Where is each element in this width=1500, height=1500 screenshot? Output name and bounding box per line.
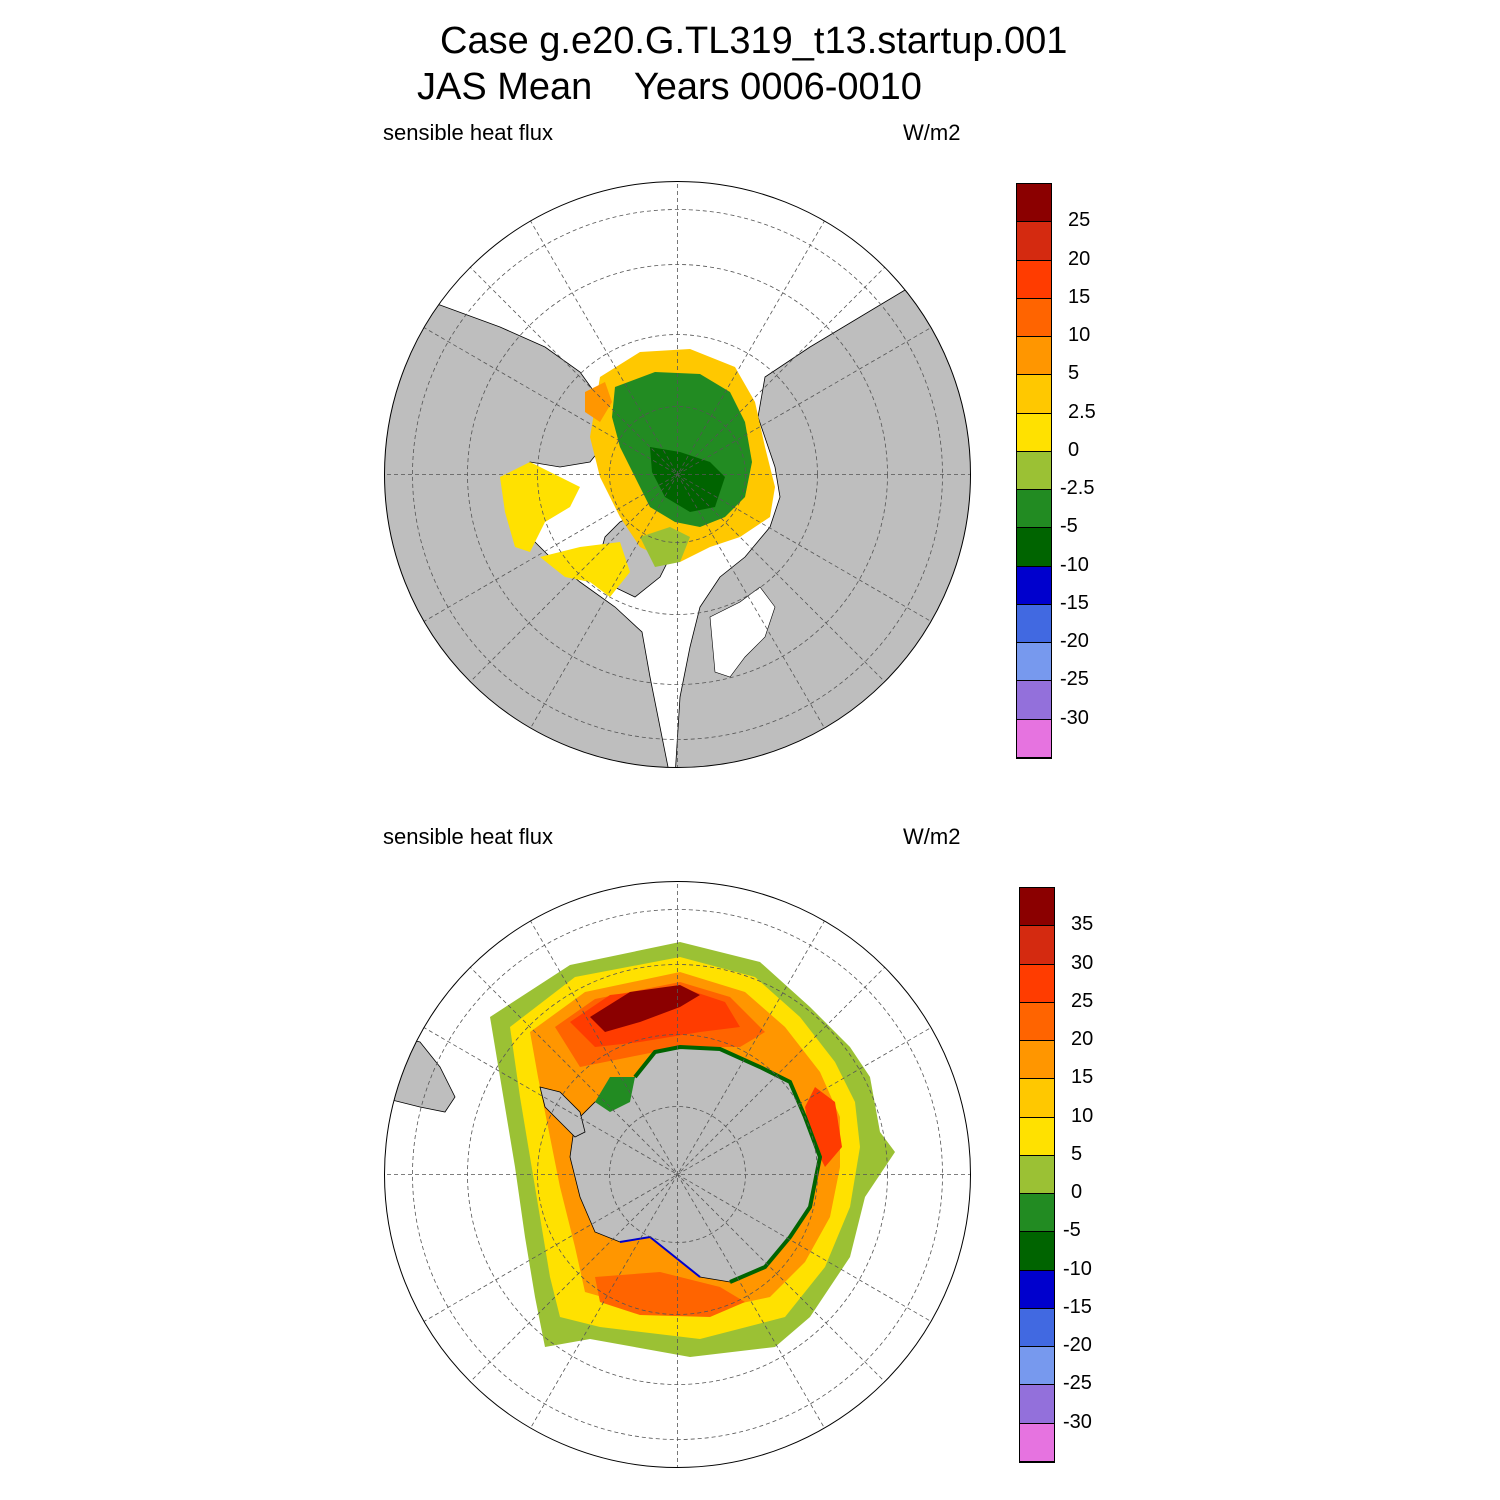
land-antarctic-peninsula <box>539 1086 586 1138</box>
colorbar-swatch <box>1020 1155 1054 1195</box>
field-red-atlantic <box>570 987 740 1047</box>
panel1-colorbar-boxes <box>1016 183 1052 759</box>
colorbar-tick-label: 15 <box>1071 1066 1094 1089</box>
colorbar-swatch <box>1017 184 1051 223</box>
colorbar-tick-label: 2.5 <box>1068 400 1096 423</box>
panel1-units-label: W/m2 <box>903 120 961 145</box>
colorbar-swatch <box>1017 337 1051 376</box>
field-blue-coast <box>619 1235 701 1278</box>
colorbar-swatch <box>1020 1117 1054 1156</box>
colorbar-tick-label: -2.5 <box>1060 477 1095 500</box>
panel2-units-label: W/m2 <box>903 824 961 849</box>
colorbar-tick-label: -15 <box>1063 1295 1092 1318</box>
colorbar-tick-label: 0 <box>1071 1181 1083 1204</box>
figure-title-case: Case g.e20.G.TL319_t13.startup.001 <box>440 20 1068 62</box>
colorbar-swatch <box>1017 566 1051 605</box>
colorbar-tick-label: -20 <box>1063 1334 1092 1357</box>
field-orange-patches <box>585 382 612 422</box>
colorbar-swatch <box>1017 643 1051 682</box>
panel2-variable-label: sensible heat flux <box>383 824 553 849</box>
panel2-colorbar-boxes <box>1019 887 1055 1463</box>
colorbar-swatch <box>1020 926 1054 965</box>
colorbar-tick-label: 5 <box>1071 1142 1083 1165</box>
field-positive-yellow-2 <box>540 542 630 597</box>
colorbar-swatch <box>1020 1270 1054 1309</box>
colorbar-tick-label: -25 <box>1063 1372 1092 1395</box>
colorbar-swatch <box>1020 1002 1054 1042</box>
land-scandinavia-white <box>709 586 776 678</box>
colorbar-tick-label: -20 <box>1060 630 1089 653</box>
colorbar-tick-label: 35 <box>1071 913 1094 936</box>
colorbar-swatch <box>1017 298 1051 338</box>
colorbar-tick-label: -25 <box>1060 668 1089 691</box>
field-dark-green-coast <box>633 1044 823 1284</box>
colorbar-tick-label: 30 <box>1071 951 1094 974</box>
colorbar-tick-label: 25 <box>1071 989 1094 1012</box>
colorbar-swatch <box>1020 888 1054 927</box>
colorbar-tick-label: -5 <box>1060 515 1078 538</box>
colorbar-tick-label: 10 <box>1071 1104 1094 1127</box>
graticule <box>384 181 971 768</box>
colorbar-swatch <box>1020 1385 1054 1424</box>
colorbar-swatch <box>1020 1194 1054 1233</box>
colorbar-tick-label: 25 <box>1068 209 1091 232</box>
colorbar-tick-label: 15 <box>1068 285 1091 308</box>
field-positive-yellow <box>500 462 580 552</box>
panel2-south-polar-map <box>380 877 975 1472</box>
colorbar-tick-label: -10 <box>1063 1257 1092 1280</box>
colorbar-swatch <box>1020 1347 1054 1386</box>
colorbar-tick-label: -15 <box>1060 591 1089 614</box>
colorbar-swatch <box>1020 1079 1054 1118</box>
colorbar-swatch <box>1017 681 1051 720</box>
map-border <box>384 181 971 768</box>
field-dark-red-max <box>590 985 700 1032</box>
colorbar-swatch <box>1017 604 1051 644</box>
colorbar-swatch <box>1017 451 1051 491</box>
colorbar-tick-label: 20 <box>1071 1028 1094 1051</box>
map-border-south <box>384 881 971 1468</box>
field-red-pacific <box>595 1272 745 1317</box>
colorbar-swatch <box>1020 1232 1054 1271</box>
field-green-weddell <box>595 1077 635 1112</box>
colorbar-swatch <box>1017 375 1051 414</box>
colorbar-swatch <box>1020 964 1054 1003</box>
colorbar-swatch <box>1017 528 1051 567</box>
colorbar-swatch <box>1017 719 1051 758</box>
colorbar-tick-label: 5 <box>1068 362 1080 385</box>
colorbar-swatch <box>1017 490 1051 529</box>
colorbar-swatch <box>1020 1423 1054 1462</box>
field-red-indian <box>805 1087 842 1167</box>
colorbar-swatch <box>1020 1308 1054 1348</box>
colorbar-tick-label: -5 <box>1063 1219 1081 1242</box>
colorbar-swatch <box>1020 1041 1054 1080</box>
graticule-south <box>384 881 971 1468</box>
colorbar-swatch <box>1017 222 1051 261</box>
field-negative-darkgreen <box>650 447 725 512</box>
colorbar-tick-label: -10 <box>1060 553 1089 576</box>
colorbar-tick-label: 20 <box>1068 247 1091 270</box>
colorbar-tick-label: 0 <box>1068 438 1080 461</box>
colorbar-tick-label: -30 <box>1060 706 1089 729</box>
panel1-variable-label: sensible heat flux <box>383 120 553 145</box>
panel1-north-polar-map <box>380 177 975 772</box>
colorbar-swatch <box>1017 413 1051 452</box>
colorbar-tick-label: 10 <box>1068 324 1091 347</box>
colorbar-swatch <box>1017 260 1051 299</box>
colorbar-tick-label: -30 <box>1063 1410 1092 1433</box>
south-polar-map-svg <box>384 881 971 1468</box>
north-polar-map-svg <box>384 181 971 768</box>
figure-title-period: JAS Mean Years 0006-0010 <box>417 66 922 108</box>
